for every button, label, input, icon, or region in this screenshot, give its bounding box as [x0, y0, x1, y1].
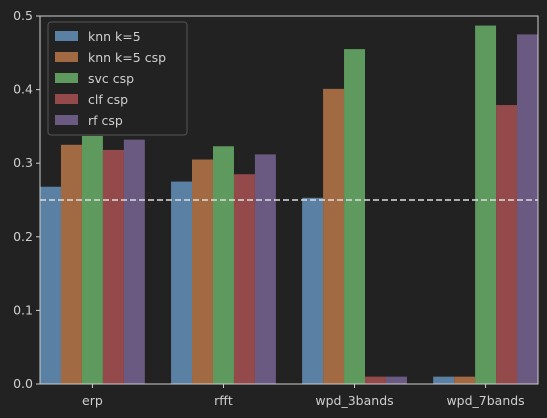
plot-frame: [39, 15, 539, 385]
legend-label: rf csp: [88, 113, 123, 128]
y-tick-label: 0.0: [13, 376, 33, 391]
legend-swatch: [55, 52, 78, 62]
bar-wpd_3bands-series-0: [302, 197, 324, 384]
bar-wpd_7bands-series-0: [433, 376, 455, 384]
bar-erp-series-3: [102, 149, 124, 384]
legend-label: svc csp: [88, 71, 134, 86]
bar-rfft-series-2: [212, 146, 234, 384]
bar-rfft-series-3: [233, 174, 255, 384]
legend-label: knn k=5: [88, 29, 141, 44]
bar-wpd_7bands-series-2: [475, 25, 497, 384]
bar-wpd_3bands-series-3: [365, 376, 386, 384]
legend-swatch: [55, 31, 78, 41]
x-tick-label-erp: erp: [82, 393, 103, 408]
bar-erp-series-4: [123, 139, 145, 384]
bar-wpd_3bands-series-4: [385, 376, 407, 384]
legend: knn k=5 knn k=5 csp svc csp clf csp rf csp: [47, 21, 188, 136]
legend-label: knn k=5 csp: [88, 50, 166, 65]
bars-layer: [40, 25, 538, 385]
y-tick-label: 0.2: [13, 229, 33, 244]
bar-erp-series-1: [60, 144, 82, 384]
y-tick-label: 0.4: [13, 82, 33, 97]
x-tick-label-wpd_3bands: wpd_3bands: [315, 393, 393, 408]
y-tick-label: 0.3: [13, 155, 33, 170]
bar-wpd_7bands-series-1: [454, 376, 476, 384]
bar-erp-series-2: [81, 135, 103, 384]
legend-box: [47, 21, 188, 136]
x-tick-label-rfft: rfft: [214, 393, 233, 408]
bar-erp-series-0: [40, 186, 61, 384]
legend-swatch: [55, 115, 78, 125]
legend-label: clf csp: [88, 92, 128, 107]
bar-wpd_7bands-series-3: [496, 105, 518, 384]
legend-swatch: [55, 73, 78, 83]
bar-wpd_3bands-series-1: [323, 88, 345, 385]
legend-swatch: [55, 94, 78, 104]
bar-rfft-series-4: [254, 154, 276, 384]
bar-wpd_3bands-series-2: [344, 49, 366, 385]
x-axis: erp rfft wpd_3bands wpd_7bands: [82, 384, 525, 408]
bar-rfft-series-1: [192, 159, 213, 384]
x-tick-label-wpd_7bands: wpd_7bands: [446, 393, 524, 408]
bar-rfft-series-0: [171, 181, 193, 384]
y-axis: 0.0 0.1 0.2 0.3 0.4 0.5: [13, 8, 40, 391]
y-tick-label: 0.5: [13, 8, 33, 23]
y-tick-label: 0.1: [13, 302, 33, 317]
bar-wpd_7bands-series-4: [517, 34, 538, 385]
